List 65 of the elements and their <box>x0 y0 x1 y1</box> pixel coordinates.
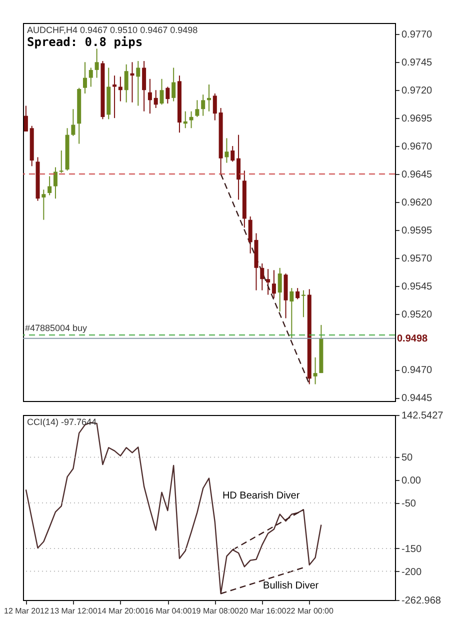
candlestick <box>88 67 93 88</box>
candlestick <box>71 108 76 136</box>
ref-line-label: 0.9498 <box>397 333 428 344</box>
y-tick-label: 0.9470 <box>402 365 433 376</box>
candlestick <box>24 105 28 132</box>
y-tick-label: -262.968 <box>402 596 442 606</box>
y-tick-label: 0.9545 <box>402 281 433 292</box>
candlestick <box>296 288 300 300</box>
candlestick <box>290 288 294 339</box>
candlestick <box>260 262 264 291</box>
candlestick <box>212 92 217 121</box>
candlestick <box>148 78 152 114</box>
candlestick <box>83 62 87 94</box>
y-tick-label: 0.9720 <box>402 86 433 97</box>
x-tick-label: 14 Mar 20:00 <box>97 606 146 616</box>
candlestick <box>160 78 164 106</box>
y-tick-label: 0.9745 <box>402 58 433 69</box>
y-tick-label: -200 <box>402 566 422 578</box>
candlestick <box>136 60 140 106</box>
candlestick <box>224 138 229 164</box>
candlestick <box>118 76 122 102</box>
candlestick <box>154 90 158 108</box>
y-tick-label: 0.9645 <box>402 169 433 180</box>
y-tick-label: -150 <box>402 544 422 555</box>
candlestick <box>42 189 46 220</box>
candlestick <box>172 67 176 102</box>
y-tick-label: 0.9445 <box>402 393 433 404</box>
annotation: Bullish Diver <box>263 580 320 592</box>
candlestick <box>278 267 282 312</box>
x-tick-label: 22 Mar 00:00 <box>286 606 334 616</box>
x-tick-label: 16 Mar 04:00 <box>144 606 192 616</box>
y-tick-label: 0.9595 <box>402 225 433 236</box>
y-tick-label: 0.9570 <box>402 253 433 264</box>
y-tick-label: 0.9670 <box>402 142 433 153</box>
candlestick <box>94 48 99 78</box>
y-tick-label: 0.9620 <box>402 197 433 208</box>
x-tick-label: 19 Mar 08:00 <box>192 606 240 616</box>
x-tick-label: 13 Mar 12:00 <box>50 606 98 616</box>
candlestick <box>266 268 270 296</box>
chart-title: AUDCHF,H4 0.9467 0.9510 0.9467 0.9498 <box>27 25 198 35</box>
annotation: HD Bearish Diver <box>222 490 300 502</box>
candlestick <box>201 94 206 116</box>
candlestick <box>124 64 128 103</box>
y-tick-label: -50 <box>402 498 416 510</box>
x-tick-label: 12 Mar 2012 <box>4 606 50 616</box>
y-tick-label: 142.5427 <box>402 410 444 422</box>
candlestick <box>53 166 58 200</box>
text: Spread: 0.8 pips <box>27 35 143 49</box>
y-tick-label: 0.00 <box>402 476 422 487</box>
candlestick <box>236 134 241 200</box>
candlestick <box>313 356 318 385</box>
candlestick <box>230 146 235 162</box>
candlestick <box>195 100 200 118</box>
y-tick-label: 0.9770 <box>402 30 433 41</box>
chart-title: CCI(14) -97.7644 <box>27 417 97 427</box>
candlestick <box>48 176 52 196</box>
ref-line-label: #47885004 buy <box>25 323 88 334</box>
y-tick-label: 50 <box>402 452 414 464</box>
candlestick <box>166 86 170 104</box>
candlestick <box>189 110 194 129</box>
x-tick-label: 20 Mar 16:00 <box>239 606 287 616</box>
y-tick-label: 0.9520 <box>402 309 433 320</box>
candlestick <box>142 60 146 112</box>
candlestick <box>272 270 276 299</box>
y-tick-label: 0.9695 <box>402 114 433 125</box>
